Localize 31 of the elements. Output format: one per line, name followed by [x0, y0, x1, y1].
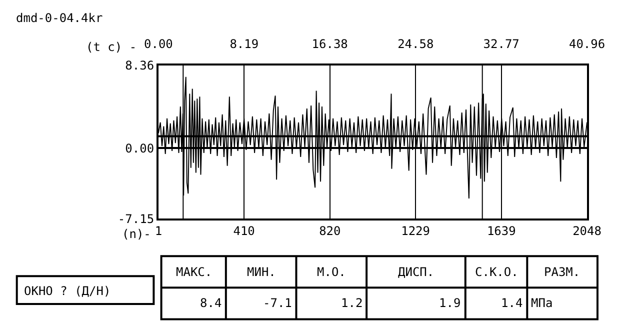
- x2-tick-label: 40.96: [568, 37, 606, 52]
- text: МПа: [531, 296, 553, 310]
- text: 8.4: [200, 296, 222, 310]
- x-tick-label: 1229: [401, 224, 430, 238]
- x-tick-label: 1639: [486, 224, 516, 238]
- y-tick-label: 0.00: [125, 141, 154, 156]
- x2-tick-label: 16.38: [312, 37, 348, 52]
- x2-tick-label: 24.58: [398, 37, 434, 52]
- x-tick-label: 410: [233, 224, 255, 238]
- text: -7.1: [263, 296, 292, 310]
- text: ДИСП.: [398, 265, 434, 279]
- text: 1.4: [501, 296, 523, 310]
- text: ОКНО ? (Д/Н): [24, 284, 111, 298]
- text: РАЗМ.: [544, 265, 580, 279]
- x-tick-label: 2048: [572, 224, 602, 238]
- x-tick-label: 1: [154, 224, 162, 238]
- text: МИН.: [247, 265, 276, 279]
- text: 1.2: [341, 296, 363, 310]
- text: МАКС.: [176, 265, 212, 279]
- text: М.О.: [317, 265, 346, 279]
- text: dmd-0-04.4kr: [16, 11, 103, 25]
- x2-tick-label: 32.77: [483, 37, 520, 52]
- text: 1.9: [439, 296, 461, 310]
- x2-tick-label: 8.19: [230, 37, 259, 52]
- x2-axis-title: (t c) -: [86, 40, 137, 54]
- x-axis-title: (n)-: [122, 227, 151, 241]
- y-tick-label: -7.15: [118, 212, 154, 226]
- x2-tick-label: 0.00: [144, 37, 173, 52]
- text: С.К.О.: [475, 265, 518, 279]
- y-tick-label: 8.36: [125, 58, 154, 73]
- x-tick-label: 820: [319, 224, 341, 238]
